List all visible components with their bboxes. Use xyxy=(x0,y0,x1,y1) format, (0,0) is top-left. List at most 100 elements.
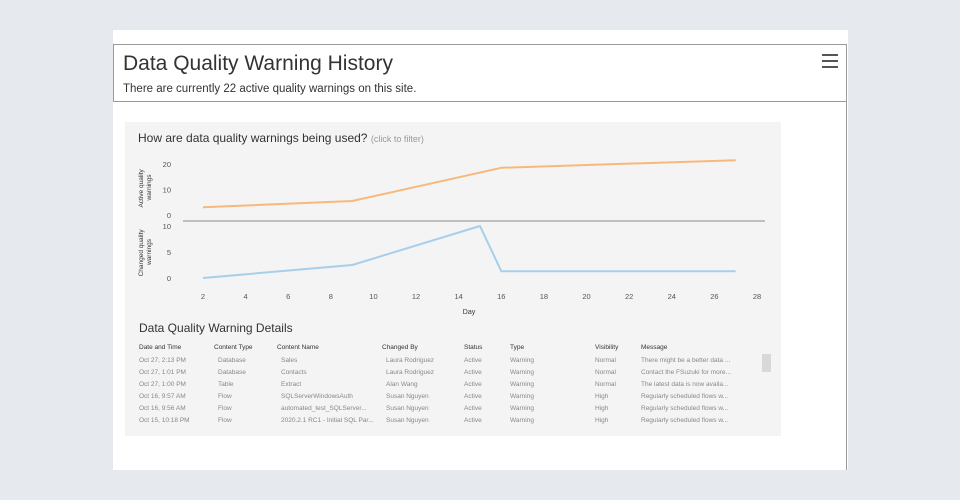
table-scrollbar[interactable] xyxy=(762,354,771,372)
column-header[interactable]: Message xyxy=(641,344,668,351)
y-axis-label-line: Active quality xyxy=(138,167,145,207)
table-cell: Contacts xyxy=(281,368,307,376)
table-cell: Regularly scheduled flows w... xyxy=(641,416,729,424)
table-cell: Table xyxy=(218,380,234,388)
x-tick-label: 28 xyxy=(753,292,761,301)
table-row[interactable]: Oct 27, 1:00 PM Table Extract Alan Wang Acti… xyxy=(139,378,753,390)
column-header[interactable]: Changed By xyxy=(382,344,418,351)
chart-question-text: How are data quality warnings being used… xyxy=(138,131,368,145)
table-row[interactable]: Oct 15, 10:18 PM Flow 2020.2.1 RC1 - Initi… xyxy=(139,414,753,426)
table-cell: Normal xyxy=(595,380,616,388)
table-cell: Alan Wang xyxy=(386,380,418,388)
table-cell: Warning xyxy=(510,356,534,364)
details-header-row: Date and Time Content Type Content Name Cha… xyxy=(139,344,753,354)
x-tick-label: 26 xyxy=(710,292,718,301)
table-cell: Extract xyxy=(281,380,302,388)
x-tick-label: 8 xyxy=(329,292,333,301)
x-tick-label: 20 xyxy=(582,292,590,301)
x-tick-label: 14 xyxy=(455,292,463,301)
y-tick-label: 20 xyxy=(163,160,171,169)
table-cell: Oct 27, 1:00 PM xyxy=(139,380,186,388)
column-header[interactable]: Date and Time xyxy=(139,344,182,351)
dashboard-frame: Data Quality Warning History There are c… xyxy=(113,30,848,470)
table-row[interactable]: Oct 27, 1:01 PM Database Contacts Laura Rod… xyxy=(139,366,753,378)
table-cell: Oct 16, 9:57 AM xyxy=(139,392,186,400)
y-axis-label: Changed quality warnings xyxy=(138,228,153,277)
x-axis-label: Day xyxy=(463,309,476,316)
table-cell: Contact the FSuzuki for more... xyxy=(641,368,731,376)
table-cell: There might be a better data ... xyxy=(641,356,731,364)
table-cell: Normal xyxy=(595,368,616,376)
table-cell: Active xyxy=(464,380,482,388)
details-table: Date and Time Content Type Content Name Cha… xyxy=(139,344,753,426)
table-cell: Warning xyxy=(510,380,534,388)
table-cell: Warning xyxy=(510,368,534,376)
menu-line-icon xyxy=(822,66,838,68)
table-cell: Database xyxy=(218,368,246,376)
table-cell: SQLServerWindowsAuth xyxy=(281,392,353,400)
y-tick-label: 0 xyxy=(167,274,171,283)
column-header[interactable]: Content Type xyxy=(214,344,253,351)
chart-question: How are data quality warnings being used… xyxy=(138,131,424,145)
table-cell: Active xyxy=(464,404,482,412)
y-axis-label-line: warnings xyxy=(146,174,153,202)
table-cell: Susan Nguyen xyxy=(386,404,429,412)
table-cell: Laura Rodriguez xyxy=(386,356,435,364)
table-row[interactable]: Oct 16, 9:56 AM Flow automated_test_SQLSer… xyxy=(139,402,753,414)
details-title: Data Quality Warning Details xyxy=(139,321,293,335)
y-axis-label-line: Changed quality xyxy=(138,228,145,277)
table-cell: Database xyxy=(218,356,246,364)
x-tick-label: 18 xyxy=(540,292,548,301)
page-subtitle: There are currently 22 active quality wa… xyxy=(123,83,417,95)
y-tick-label: 10 xyxy=(163,186,171,195)
table-cell: Warning xyxy=(510,416,534,424)
table-cell: Flow xyxy=(218,416,232,424)
series-line xyxy=(202,225,736,279)
menu-line-icon xyxy=(822,60,838,62)
y-axis-label: Active quality warnings xyxy=(138,167,153,207)
table-cell: Flow xyxy=(218,392,232,400)
x-tick-label: 22 xyxy=(625,292,633,301)
menu-line-icon xyxy=(822,54,838,56)
table-cell: Regularly scheduled flows w... xyxy=(641,404,729,412)
page-title: Data Quality Warning History xyxy=(123,52,393,75)
series-line xyxy=(202,159,736,209)
x-tick-label: 12 xyxy=(412,292,420,301)
hamburger-menu-icon[interactable] xyxy=(822,54,838,68)
table-cell: Active xyxy=(464,392,482,400)
x-tick-label: 24 xyxy=(668,292,676,301)
dashboard-header: Data Quality Warning History There are c… xyxy=(113,44,847,102)
table-cell: Oct 16, 9:56 AM xyxy=(139,404,186,412)
x-tick-label: 16 xyxy=(497,292,505,301)
column-header[interactable]: Content Name xyxy=(277,344,319,351)
table-cell: High xyxy=(595,392,609,400)
table-cell: Oct 15, 10:18 PM xyxy=(139,416,190,424)
frame-right-border xyxy=(846,102,847,470)
table-cell: 2020.2.1 RC1 - Initial SQL Par... xyxy=(281,416,374,424)
column-header[interactable]: Visibility xyxy=(595,344,619,351)
table-cell: automated_test_SQLServer... xyxy=(281,404,367,412)
table-cell: Flow xyxy=(218,404,232,412)
chart-panel: How are data quality warnings being used… xyxy=(125,122,781,436)
y-tick-label: 0 xyxy=(167,211,171,220)
table-cell: High xyxy=(595,416,609,424)
table-cell: Oct 27, 1:01 PM xyxy=(139,368,186,376)
table-cell: Active xyxy=(464,356,482,364)
table-cell: Warning xyxy=(510,392,534,400)
y-tick-label: 10 xyxy=(163,222,171,231)
warnings-line-charts[interactable]: 0 10 20 Active quality warnings 0 5 10 Changed … xyxy=(125,122,781,322)
table-row[interactable]: Oct 16, 9:57 AM Flow SQLServerWindowsAuth S… xyxy=(139,390,753,402)
table-cell: Warning xyxy=(510,404,534,412)
column-header[interactable]: Status xyxy=(464,344,483,351)
table-cell: Regularly scheduled flows w... xyxy=(641,392,729,400)
column-header[interactable]: Type xyxy=(510,344,525,351)
table-cell: Sales xyxy=(281,356,298,364)
table-cell: Susan Nguyen xyxy=(386,392,429,400)
table-row[interactable]: Oct 27, 2:13 PM Database Sales Laura Rodrig… xyxy=(139,354,753,366)
x-tick-label: 10 xyxy=(369,292,377,301)
x-tick-label: 6 xyxy=(286,292,290,301)
table-cell: Normal xyxy=(595,356,616,364)
x-tick-label: 2 xyxy=(201,292,205,301)
table-cell: High xyxy=(595,404,609,412)
table-cell: The latest data is now availa... xyxy=(641,380,729,388)
